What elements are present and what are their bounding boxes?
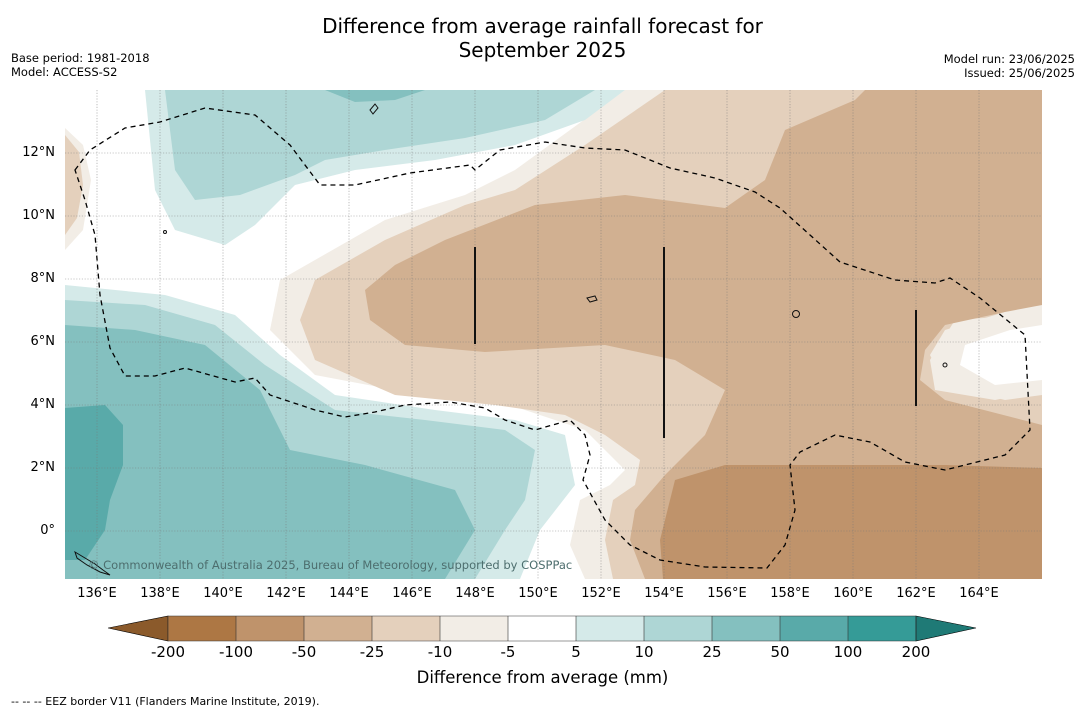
copyright-text: © Commonwealth of Australia 2025, Bureau… [88, 558, 573, 572]
model-text: Model: ACCESS-S2 [11, 65, 118, 79]
colorbar-seg [576, 616, 644, 641]
lon-tick: 152°E [581, 586, 621, 601]
colorbar-seg [508, 616, 576, 641]
rainfall-map: © Commonwealth of Australia 2025, Bureau… [65, 90, 1042, 579]
lon-tick: 162°E [896, 586, 936, 601]
lat-tick: 6°N [30, 334, 56, 349]
colorbar-seg [236, 616, 304, 641]
colorbar-tick: -5 [500, 643, 516, 661]
base-period-text: Base period: 1981-2018 [11, 51, 150, 65]
colorbar [107, 614, 978, 644]
lon-tick: 148°E [455, 586, 495, 601]
map-title: Difference from average rainfall forecas… [0, 14, 1085, 62]
issued-text: Issued: 25/06/2025 [964, 66, 1075, 80]
lat-tick: 4°N [30, 397, 56, 412]
lat-tick: 10°N [22, 208, 55, 223]
colorbar-tick: -200 [150, 643, 186, 661]
colorbar-label: Difference from average (mm) [416, 668, 669, 687]
colorbar-seg [372, 616, 440, 641]
colorbar-tick: -25 [359, 643, 385, 661]
lon-tick: 160°E [833, 586, 873, 601]
title-line-2: September 2025 [458, 38, 627, 62]
colorbar-svg [107, 615, 977, 642]
colorbar-tick: 5 [571, 643, 581, 661]
colorbar-tick: 100 [833, 643, 863, 661]
colorbar-seg [780, 616, 848, 641]
colorbar-tick: -10 [427, 643, 453, 661]
colorbar-seg [712, 616, 780, 641]
band-neutral-east [960, 325, 1042, 385]
meta-right: Model run: 23/06/2025 Issued: 25/06/2025 [944, 52, 1075, 80]
map-svg [65, 90, 1042, 579]
lon-tick: 144°E [329, 586, 369, 601]
band-wet-10-north [165, 90, 595, 200]
boundary-lines [474, 247, 917, 438]
lon-tick: 156°E [707, 586, 747, 601]
colorbar-tick: 50 [770, 643, 790, 661]
band-dry-100 [660, 465, 1042, 579]
lat-tick: 0° [40, 523, 55, 538]
model-run-text: Model run: 23/06/2025 [943, 52, 1075, 66]
band-wet-25-south [65, 325, 475, 579]
lon-tick: 158°E [770, 586, 810, 601]
lat-tick: 12°N [22, 145, 55, 160]
lon-tick: 138°E [140, 586, 180, 601]
colorbar-tick: 25 [702, 643, 722, 661]
colorbar-tick: -100 [218, 643, 254, 661]
colorbar-seg [848, 616, 916, 641]
islands [74, 103, 948, 576]
band-wet-50-south [65, 405, 123, 560]
lon-tick: 140°E [203, 586, 243, 601]
lon-tick: 164°E [959, 586, 999, 601]
band-dry-25-west [65, 135, 83, 235]
colorbar-tick: 200 [901, 643, 931, 661]
lon-tick: 142°E [266, 586, 306, 601]
lon-tick: 154°E [644, 586, 684, 601]
title-line-1: Difference from average rainfall forecas… [322, 14, 763, 38]
lon-tick: 136°E [77, 586, 117, 601]
colorbar-tick: -50 [291, 643, 317, 661]
colorbar-arrow-low [107, 615, 169, 642]
eez-borders [74, 107, 1031, 569]
colorbar-seg [304, 616, 372, 641]
colorbar-seg [440, 616, 508, 641]
lon-tick: 146°E [392, 586, 432, 601]
colorbar-tick: 10 [634, 643, 654, 661]
lat-tick: 8°N [30, 271, 56, 286]
band-dry-50 [365, 90, 1042, 579]
lon-tick: 150°E [518, 586, 558, 601]
meta-left: Base period: 1981-2018 Model: ACCESS-S2 [11, 51, 150, 79]
colorbar-seg [644, 616, 712, 641]
lat-tick: 2°N [30, 460, 56, 475]
eez-footnote: -- -- -- EEZ border V11 (Flanders Marine… [11, 695, 320, 708]
colorbar-seg [168, 616, 236, 641]
band-wet-25-north [325, 90, 425, 102]
colorbar-arrow-high [915, 615, 977, 642]
